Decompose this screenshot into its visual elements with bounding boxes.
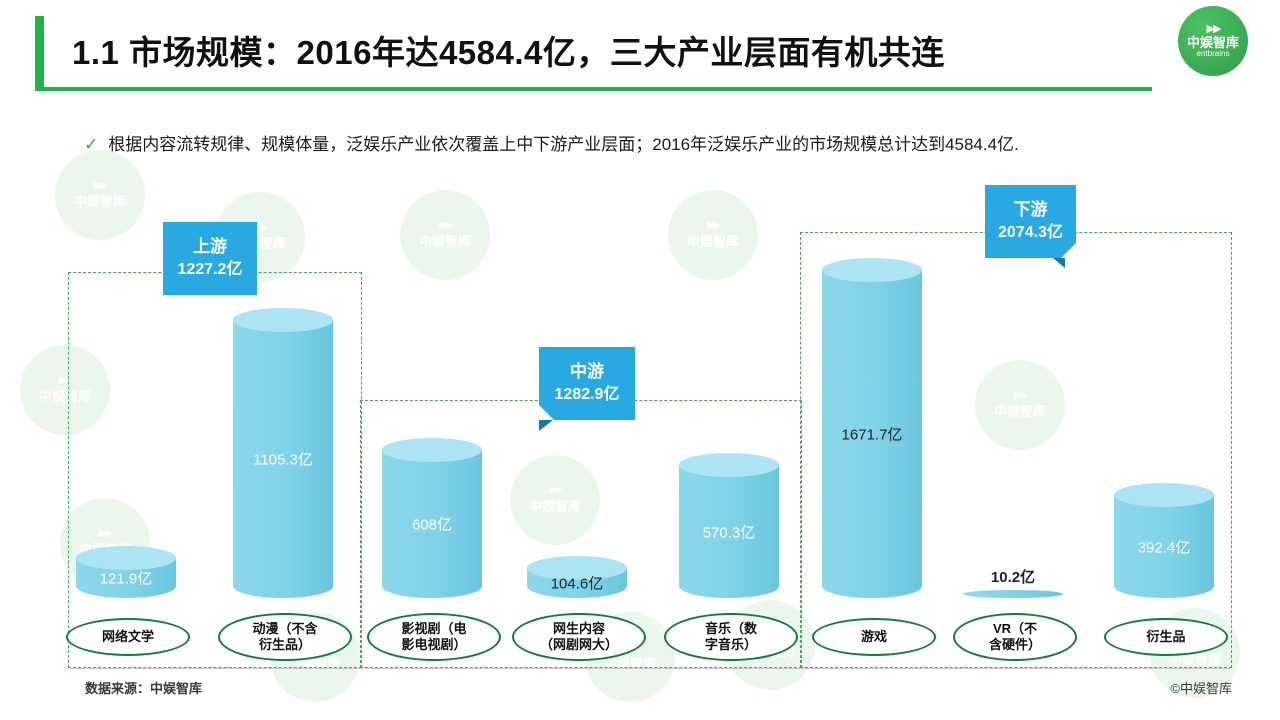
entbrains-logo: ▶▶ 中娱智库 entbrains — [1178, 6, 1248, 76]
cylinder-top — [233, 308, 333, 332]
bar-value-label: 10.2亿 — [990, 569, 1036, 586]
fold-flap — [1053, 258, 1065, 268]
callout-midstream: 中游 1282.9亿 — [539, 347, 635, 431]
footer-divider — [70, 668, 1230, 669]
cylinder-bar-anime: 1105.3亿 — [233, 308, 333, 598]
cylinder-top — [76, 546, 176, 570]
category-label: VR（不 含硬件） — [988, 620, 1041, 652]
category-ellipse-derivatives: 衍生品 — [1104, 618, 1228, 656]
category-label: 影视剧（电 影电视剧） — [401, 620, 467, 652]
cylinder-bar-games: 1671.7亿 — [822, 258, 922, 598]
fold-corner — [539, 405, 554, 420]
callout-value: 1282.9亿 — [554, 386, 620, 404]
callout-value: 1227.2亿 — [177, 261, 243, 279]
page-title: 1.1 市场规模：2016年达4584.4亿，三大产业层面有机共连 — [72, 34, 945, 71]
callout-upstream: 上游 1227.2亿 — [163, 222, 257, 295]
title-accent-bar — [35, 16, 44, 88]
callout-label: 中游 — [570, 362, 604, 382]
copyright: ©中娱智库 — [1170, 681, 1232, 696]
category-label: 动漫（不含 衍生品） — [252, 620, 318, 652]
category-label: 音乐（数 字音乐） — [704, 620, 757, 652]
callout-label: 下游 — [1013, 200, 1048, 220]
title-underline — [35, 87, 1152, 91]
bar-value-label: 121.9亿 — [99, 570, 153, 588]
logo-subtitle: entbrains — [1196, 49, 1230, 59]
play-triangles-icon: ▶▶ — [1206, 22, 1222, 35]
watermark: ▶▶ 中娱智库 — [400, 190, 490, 280]
cylinder-top — [1114, 483, 1214, 507]
bar-value-label: 1105.3亿 — [253, 451, 313, 469]
data-source: 数据来源：中娱智库 — [85, 681, 203, 696]
watermark-text: 中娱智库 — [73, 194, 126, 209]
watermark: ▶▶ 中娱智库 — [55, 150, 145, 240]
watermark: ▶▶ 中娱智库 — [668, 190, 758, 280]
category-ellipse-film-tv: 影视剧（电 影电视剧） — [367, 613, 501, 661]
category-ellipse-music: 音乐（数 字音乐） — [664, 613, 798, 661]
cylinder-bar-derivatives: 392.4亿 — [1114, 483, 1214, 598]
category-label: 衍生品 — [1146, 628, 1186, 644]
bar-value-label: 104.6亿 — [550, 575, 604, 593]
cylinder-top — [527, 556, 627, 580]
callout-label: 上游 — [193, 237, 227, 257]
fold-corner — [1061, 243, 1076, 258]
cylinder-bar-web-content: 104.6亿 — [527, 556, 627, 598]
category-label: 游戏 — [860, 628, 887, 644]
callout-downstream: 下游 2074.3亿 — [985, 185, 1076, 268]
bar-value-label: 570.3亿 — [702, 524, 756, 541]
category-ellipse-games: 游戏 — [812, 618, 936, 656]
callout-value: 2074.3亿 — [998, 224, 1063, 242]
fold-flap — [539, 420, 553, 431]
watermark-text: 中娱智库 — [418, 234, 471, 249]
category-label: 网生内容 （网剧网大） — [539, 620, 618, 652]
watermark-play-icon: ▶▶ — [707, 220, 720, 231]
cylinder-top — [822, 258, 922, 282]
bullet-line: ✓ 根据内容流转规律、规模体量，泛娱乐产业依次覆盖上中下游产业层面；2016年泛娱… — [84, 130, 1204, 155]
bullet-text: 根据内容流转规律、规模体量，泛娱乐产业依次覆盖上中下游产业层面；2016年泛娱乐… — [108, 135, 1019, 154]
cylinder-top — [382, 438, 482, 462]
logo-name: 中娱智库 — [1186, 35, 1239, 50]
watermark-play-icon: ▶▶ — [94, 180, 107, 191]
category-ellipse-vr: VR（不 含硬件） — [953, 613, 1077, 661]
cylinder-bar-music: 570.3亿 — [679, 453, 779, 598]
cylinder-top — [679, 453, 779, 477]
category-ellipse-online-literature: 网络文学 — [66, 618, 190, 656]
category-ellipse-anime: 动漫（不含 衍生品） — [218, 613, 352, 661]
category-label: 网络文学 — [101, 628, 154, 644]
category-ellipse-web-content: 网生内容 （网剧网大） — [512, 613, 646, 661]
bar-value-label: 1671.7亿 — [841, 426, 903, 444]
cylinder-bar-film-tv: 608亿 — [382, 438, 482, 598]
checkmark-icon: ✓ — [84, 135, 99, 154]
watermark-text: 中娱智库 — [686, 234, 739, 249]
bar-value-label: 608亿 — [411, 516, 453, 534]
bar-value-label: 392.4亿 — [1137, 539, 1191, 556]
cylinder-bar-vr: 10.2亿 — [963, 569, 1063, 598]
watermark-play-icon: ▶▶ — [439, 220, 452, 231]
cylinder-bar-online-literature: 121.9亿 — [76, 546, 176, 598]
